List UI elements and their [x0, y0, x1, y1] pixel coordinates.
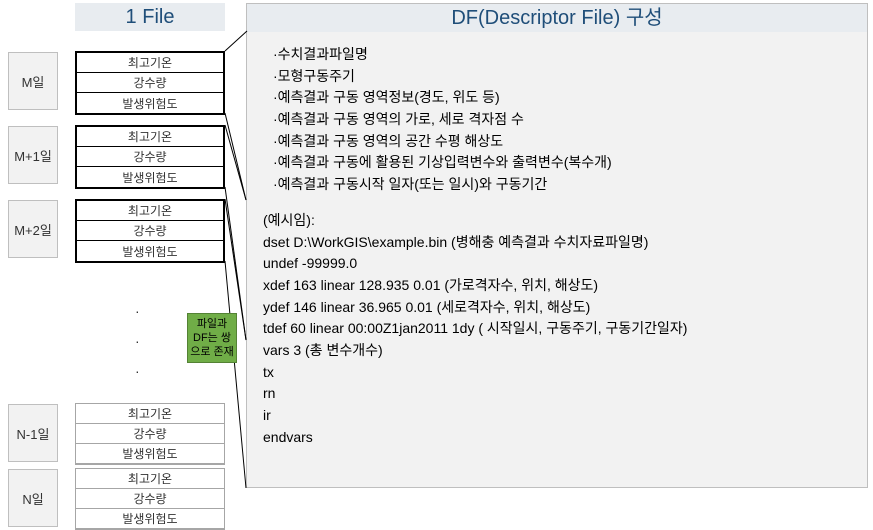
df-pair-note: 파일과 DF는 쌍으로 존재	[187, 313, 237, 363]
connector-lines	[0, 0, 873, 513]
df-pair-note-text: 파일과 DF는 쌍으로 존재	[188, 317, 236, 360]
